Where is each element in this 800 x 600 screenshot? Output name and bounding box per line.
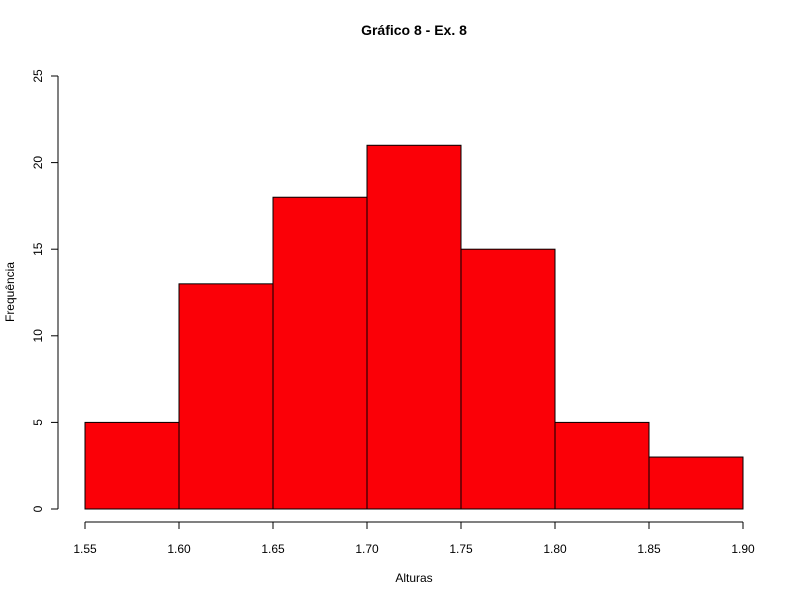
y-axis: 0 5 10 15 20 25 <box>31 69 59 512</box>
chart-title: Gráfico 8 - Ex. 8 <box>361 22 467 38</box>
x-tick-label: 1.90 <box>731 542 755 556</box>
histogram-bar <box>84 421 180 510</box>
y-tick-label: 15 <box>31 242 45 256</box>
histogram-bar <box>460 248 556 510</box>
x-tick-label: 1.60 <box>167 542 191 556</box>
x-tick-label: 1.65 <box>261 542 285 556</box>
bars-group <box>84 144 744 510</box>
x-tick-label: 1.85 <box>637 542 661 556</box>
y-tick-label: 10 <box>31 329 45 343</box>
histogram-bar <box>648 456 744 510</box>
histogram-bar <box>554 421 650 510</box>
x-tick-label: 1.80 <box>543 542 567 556</box>
y-axis-label: Frequência <box>3 262 17 322</box>
y-tick-label: 20 <box>31 156 45 170</box>
x-tick-label: 1.70 <box>355 542 379 556</box>
histogram-bar <box>366 144 462 510</box>
y-tick-label: 25 <box>31 69 45 83</box>
histogram-bar <box>178 283 274 510</box>
y-tick-label: 5 <box>31 419 45 426</box>
y-tick-label: 0 <box>31 505 45 512</box>
histogram-bar <box>272 196 368 510</box>
x-axis-label: Alturas <box>395 571 432 585</box>
x-tick-label: 1.55 <box>73 542 97 556</box>
x-tick-label: 1.75 <box>449 542 473 556</box>
x-axis: 1.55 1.60 1.65 1.70 1.75 1.80 1.85 1.90 <box>73 521 755 556</box>
